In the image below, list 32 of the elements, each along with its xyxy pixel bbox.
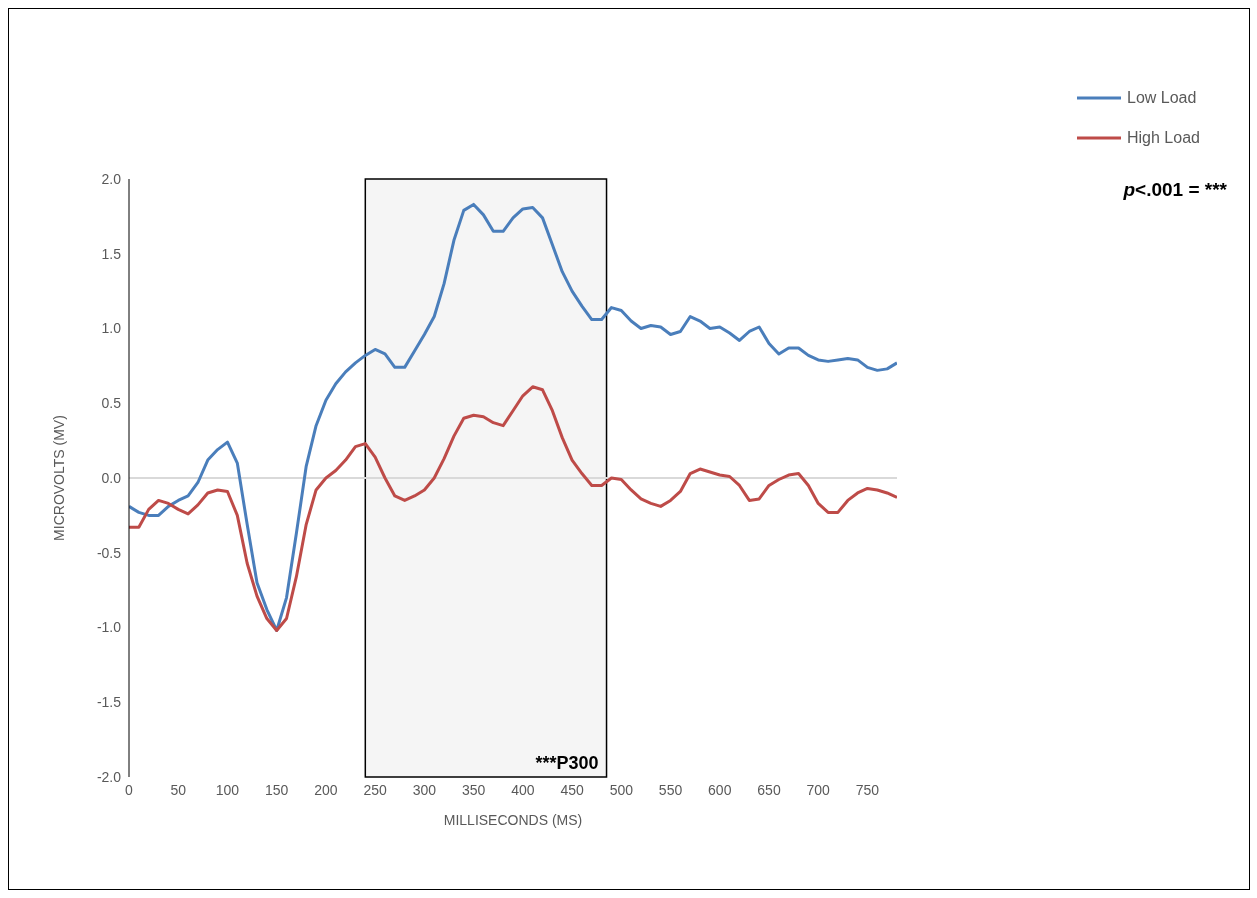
x-tick-label: 650 <box>757 781 781 798</box>
x-tick-label: 50 <box>170 781 187 798</box>
y-tick-label: -1.0 <box>96 619 122 636</box>
y-tick-label: 0.5 <box>101 395 122 412</box>
x-tick-label: 300 <box>412 781 437 798</box>
x-tick-label: 400 <box>511 781 535 798</box>
x-tick-label: 550 <box>658 781 683 798</box>
x-tick-label: 200 <box>314 781 338 798</box>
y-tick-label: 0.0 <box>101 469 122 486</box>
x-tick-label: 450 <box>560 781 584 798</box>
x-tick-label: 350 <box>461 781 486 798</box>
y-tick-label: -0.5 <box>96 544 122 561</box>
x-tick-label: 600 <box>708 781 732 798</box>
x-tick-label: 700 <box>806 781 831 798</box>
x-axis-title: MILLISECONDS (MS) <box>443 812 583 828</box>
x-tick-label: 500 <box>609 781 634 798</box>
band-label: ***P300 <box>535 753 599 773</box>
y-axis-title: MICROVOLTS (MV) <box>50 415 67 541</box>
y-tick-label: 1.5 <box>101 245 122 262</box>
y-tick-label: 2.0 <box>101 170 122 187</box>
text: p<.001 = *** <box>1123 179 1227 201</box>
line-series <box>129 385 897 632</box>
x-tick-label: 750 <box>855 781 880 798</box>
x-tick-label: 250 <box>363 781 388 798</box>
x-tick-label: 100 <box>215 781 240 798</box>
x-tick-label: 150 <box>265 781 289 798</box>
legend-label: Low Load <box>1127 89 1197 107</box>
y-tick-label: -2.0 <box>96 768 122 785</box>
legend-label: High Load <box>1127 129 1200 147</box>
y-tick-label: 1.0 <box>101 320 122 337</box>
y-tick-label: -1.5 <box>96 694 122 711</box>
x-tick-label: 0 <box>125 781 134 798</box>
